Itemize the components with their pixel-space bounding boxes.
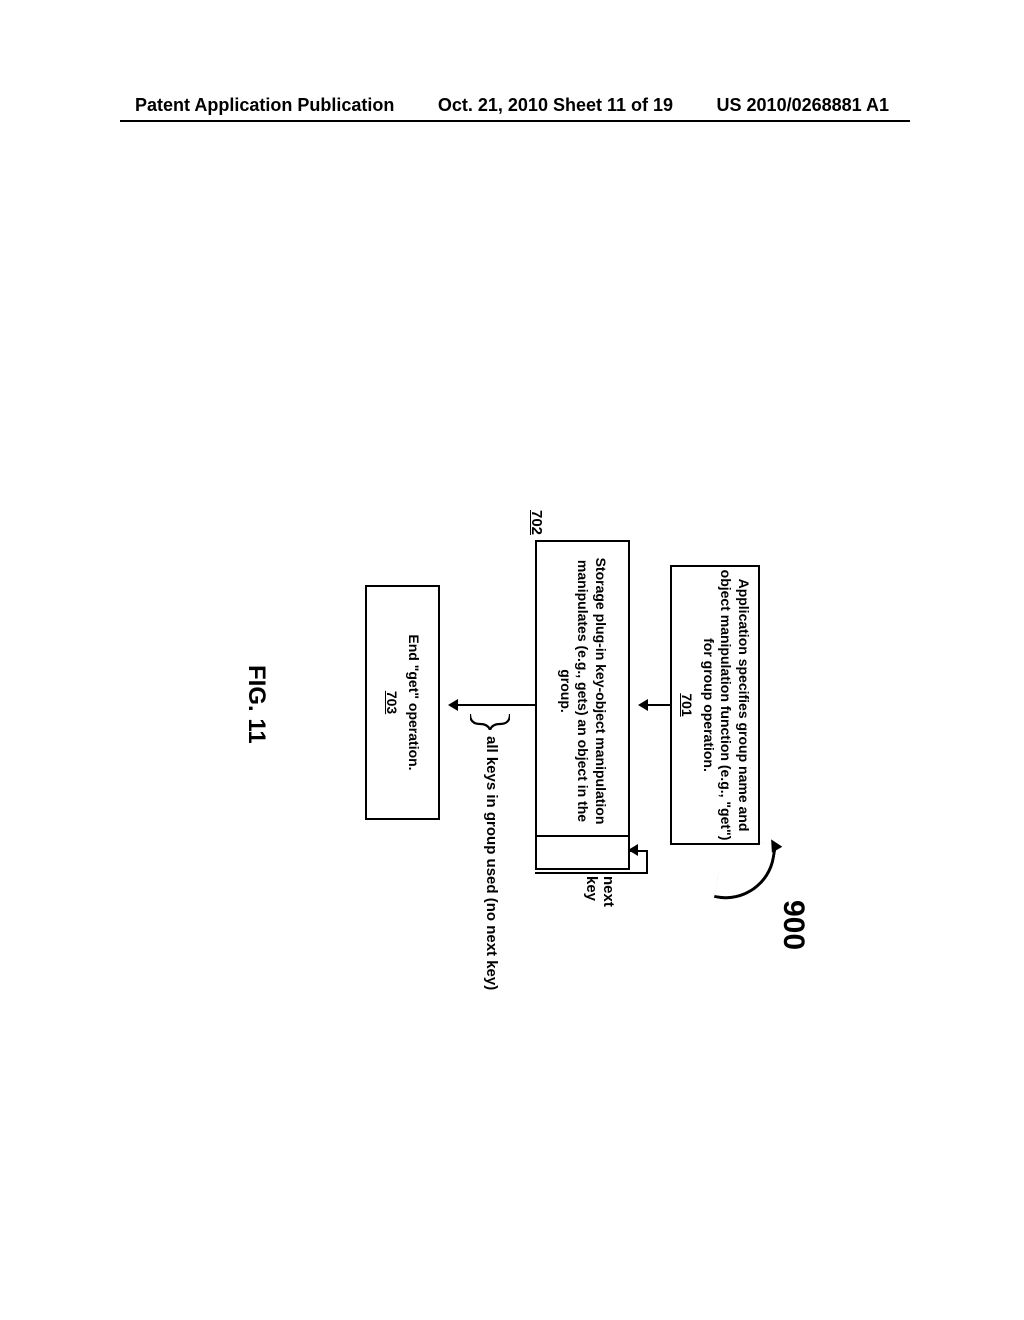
- box-703-line1: End "get" operation.: [405, 587, 423, 818]
- header-center: Oct. 21, 2010 Sheet 11 of 19: [438, 95, 673, 116]
- box-701: Application specifies group name and obj…: [670, 565, 760, 845]
- arrow-701-702: [640, 704, 670, 706]
- box-701-ref: 701: [678, 567, 696, 843]
- label-next-key: next key: [583, 876, 616, 907]
- arrow-702-703: [450, 704, 535, 706]
- loop-top: [646, 850, 648, 872]
- header-left: Patent Application Publication: [135, 95, 394, 116]
- brace-icon: [470, 710, 510, 728]
- label-all-keys: all keys in group used (no next key): [483, 736, 500, 990]
- ref-900-arrow: [714, 836, 777, 907]
- loop-arrowhead: [628, 844, 638, 856]
- box-701-line1: Application specifies group name and: [735, 567, 753, 843]
- box-702: Storage plug-in key-object manipulation …: [535, 540, 630, 870]
- header-rule: [120, 120, 910, 122]
- diagram-area: 900 Application specifies group name and…: [120, 360, 910, 1050]
- box-703-ref: 703: [383, 587, 401, 818]
- box-701-line2: object manipulation function (e.g., "get…: [717, 567, 735, 843]
- ref-900-label: 900: [776, 900, 810, 950]
- loop-right: [535, 872, 648, 874]
- box-702-ref-outside: 702: [528, 510, 545, 535]
- box-703: End "get" operation. 703: [365, 585, 440, 820]
- box-702-line1: Storage plug-in key-object manipulation: [591, 548, 609, 834]
- header-right: US 2010/0268881 A1: [717, 95, 889, 116]
- page-header: Patent Application Publication Oct. 21, …: [0, 95, 1024, 116]
- box-702-line2: manipulates (e.g., gets) an object in th…: [574, 548, 592, 834]
- box-702-line3: group.: [556, 548, 574, 834]
- loop-inner-divider: [535, 835, 630, 837]
- box-701-line3: for group operation.: [700, 567, 718, 843]
- flowchart-rotated: 900 Application specifies group name and…: [20, 360, 810, 1050]
- figure-label: FIG. 11: [242, 665, 270, 744]
